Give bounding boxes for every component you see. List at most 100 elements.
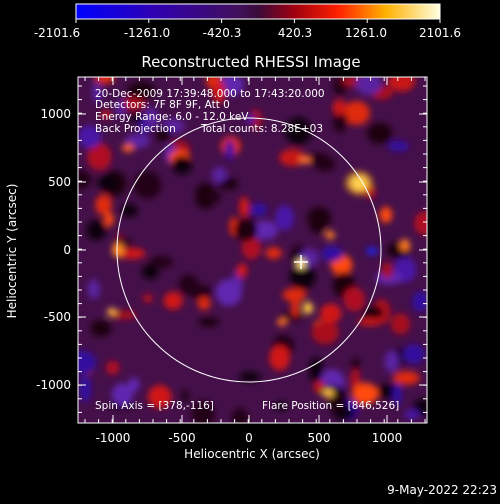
image-blob (279, 149, 306, 167)
image-blob (141, 263, 159, 280)
plot-title: Reconstructed RHESSI Image (141, 53, 360, 71)
image-blob (273, 401, 289, 411)
image-blob (94, 77, 115, 84)
image-blob (367, 122, 392, 144)
image-blob (379, 206, 393, 223)
y-axis-label: Heliocentric Y (arcsec) (5, 184, 19, 319)
image-blob (101, 110, 111, 119)
x-tick-label: 1000 (372, 431, 403, 445)
image-blob (355, 77, 382, 96)
image-blob (392, 371, 420, 385)
image-blob (127, 81, 156, 100)
image-blob (86, 219, 106, 241)
colorbar-tick-label: -1261.0 (124, 26, 170, 40)
solar-limb (116, 117, 382, 383)
image-blob (78, 170, 92, 190)
x-tick-label: 0 (245, 431, 253, 445)
image-blob (197, 317, 220, 327)
image-blob (305, 153, 331, 166)
bright-source (345, 171, 373, 195)
image-blob (321, 245, 344, 262)
colorbar-tick-label: -2101.6 (34, 26, 80, 40)
bright-source (122, 144, 134, 152)
spin-axis-text: Spin Axis = [378,-116] (95, 400, 214, 412)
colorbar-tick-label: 2101.6 (419, 26, 461, 40)
image-blob (104, 212, 114, 227)
image-blob (105, 360, 120, 375)
image-blob (212, 81, 226, 104)
x-tick-label: -1000 (96, 431, 131, 445)
image-blob (238, 371, 261, 383)
image-blob (249, 203, 268, 217)
image-blob (390, 313, 411, 335)
colorbar (75, 3, 441, 23)
x-tick-label: -500 (168, 431, 195, 445)
image-blob (90, 320, 112, 337)
image-blob (95, 194, 112, 216)
image-blob (319, 303, 342, 324)
image-blob (343, 287, 366, 312)
image-blob (215, 279, 242, 306)
image-blob (239, 196, 250, 218)
spin-axis-marker (294, 255, 308, 269)
image-blob (87, 279, 101, 300)
image-blob (116, 98, 126, 118)
image-blob (79, 374, 92, 403)
image-blob (87, 142, 112, 171)
image-blob (252, 220, 278, 240)
bright-source (325, 231, 335, 239)
image-blob (275, 204, 295, 231)
bright-source (400, 239, 410, 251)
image-blob (234, 218, 258, 242)
image-blob (125, 133, 151, 149)
image-blob (205, 191, 222, 203)
x-axis-label: Heliocentric X (arcsec) (184, 447, 320, 461)
flare-position-text: Flare Position = [846,526] (262, 400, 399, 412)
image-blob (78, 350, 97, 375)
image-blob (133, 170, 162, 199)
image-blob (181, 390, 190, 401)
image-blob (194, 182, 217, 210)
bright-source (322, 389, 334, 397)
y-tick-label: 0 (63, 243, 71, 257)
image-blob (285, 117, 312, 146)
y-tick-label: -500 (44, 310, 71, 324)
image-blob (375, 384, 399, 398)
image-blob (404, 409, 420, 420)
image-blob (289, 263, 316, 290)
image-blob (111, 383, 134, 406)
image-blob (414, 211, 427, 235)
image-blob (351, 357, 361, 371)
image-blob (110, 310, 137, 320)
image-blob (363, 306, 383, 319)
energy-range-text: Energy Range: 6.0 - 12.0 keV (95, 111, 249, 123)
total-counts-text: Total counts: 8.28E+03 (200, 123, 323, 135)
image-blob (147, 385, 172, 409)
image-blob (97, 174, 118, 192)
x-tick-label: 500 (308, 431, 331, 445)
image-blob (222, 177, 239, 190)
image-blob (332, 110, 348, 133)
image-blob (197, 296, 211, 310)
image-blob (328, 391, 348, 412)
bright-source (112, 243, 124, 257)
image-blob (249, 109, 262, 130)
time-range-text: 20-Dec-2009 17:39:48.000 to 17:43:20.000 (95, 88, 325, 100)
image-blob (291, 290, 300, 318)
detectors-text: Detectors: 7F 8F 9F, Att 0 (95, 99, 230, 111)
image-blob (392, 382, 403, 406)
method-text: Back Projection (95, 123, 176, 135)
axis-ticks (78, 77, 427, 423)
bright-source (107, 308, 117, 316)
colorbar-tick-label: -420.3 (203, 26, 242, 40)
image-blob (388, 77, 416, 92)
image-blob (357, 317, 382, 327)
image-blob (211, 166, 228, 184)
image-blob (388, 140, 409, 152)
colorbar-tick-label: 1261.0 (345, 26, 387, 40)
y-tick-label: -1000 (36, 378, 71, 392)
image-blob (332, 99, 347, 116)
image-blob (241, 236, 262, 260)
y-tick-label: 500 (48, 175, 71, 189)
